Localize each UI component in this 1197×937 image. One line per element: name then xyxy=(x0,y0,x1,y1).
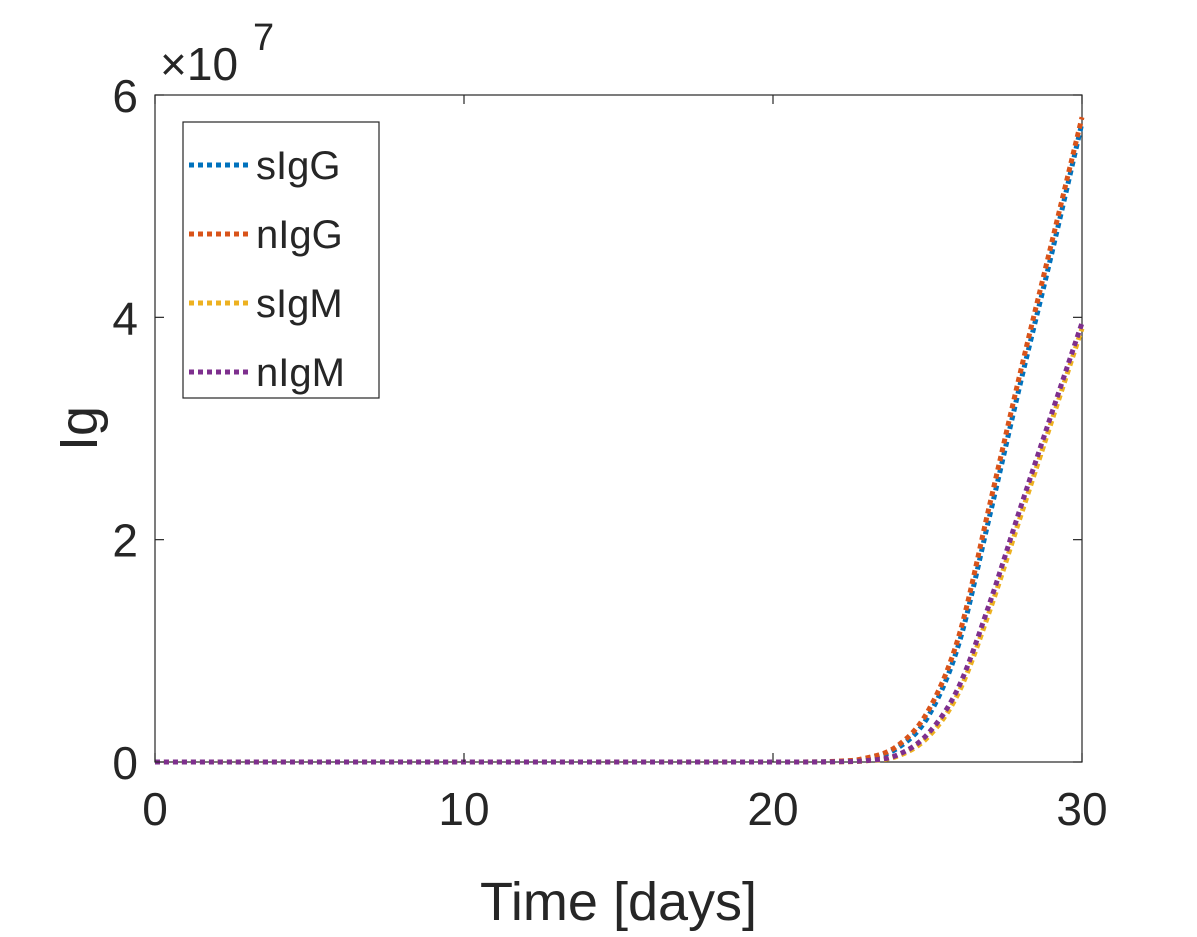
y-axis-label: Ig xyxy=(49,406,109,451)
y-tick-label: 6 xyxy=(112,70,138,122)
legend-label-sigm: sIgM xyxy=(256,282,343,326)
tick-marks xyxy=(154,94,1083,763)
x-tick-label: 20 xyxy=(747,783,798,835)
series-lines xyxy=(155,116,1085,765)
legend-label-nigm: nIgM xyxy=(256,351,345,395)
legend-box xyxy=(182,121,380,399)
x-axis-label: Time [days] xyxy=(480,872,757,932)
x-tick-label: 10 xyxy=(438,783,489,835)
y-tick-label: 2 xyxy=(112,515,138,567)
y-scale-exponent: 7 xyxy=(253,17,274,59)
legend-label-nigg: nIgG xyxy=(256,213,343,257)
legend-label-sigg: sIgG xyxy=(256,144,340,188)
series-line-nigm xyxy=(155,322,1085,765)
series-line-sigm xyxy=(155,327,1085,765)
y-scale-multiplier: ×10 xyxy=(160,38,238,90)
x-tick-label: 0 xyxy=(142,783,168,835)
y-tick-label: 4 xyxy=(112,292,138,344)
x-tick-label: 30 xyxy=(1056,783,1107,835)
y-tick-label: 0 xyxy=(112,737,138,789)
tick-labels: 0 10 20 30 0 2 4 6 xyxy=(112,70,1107,835)
legend: sIgG nIgG sIgM nIgM xyxy=(182,121,380,399)
